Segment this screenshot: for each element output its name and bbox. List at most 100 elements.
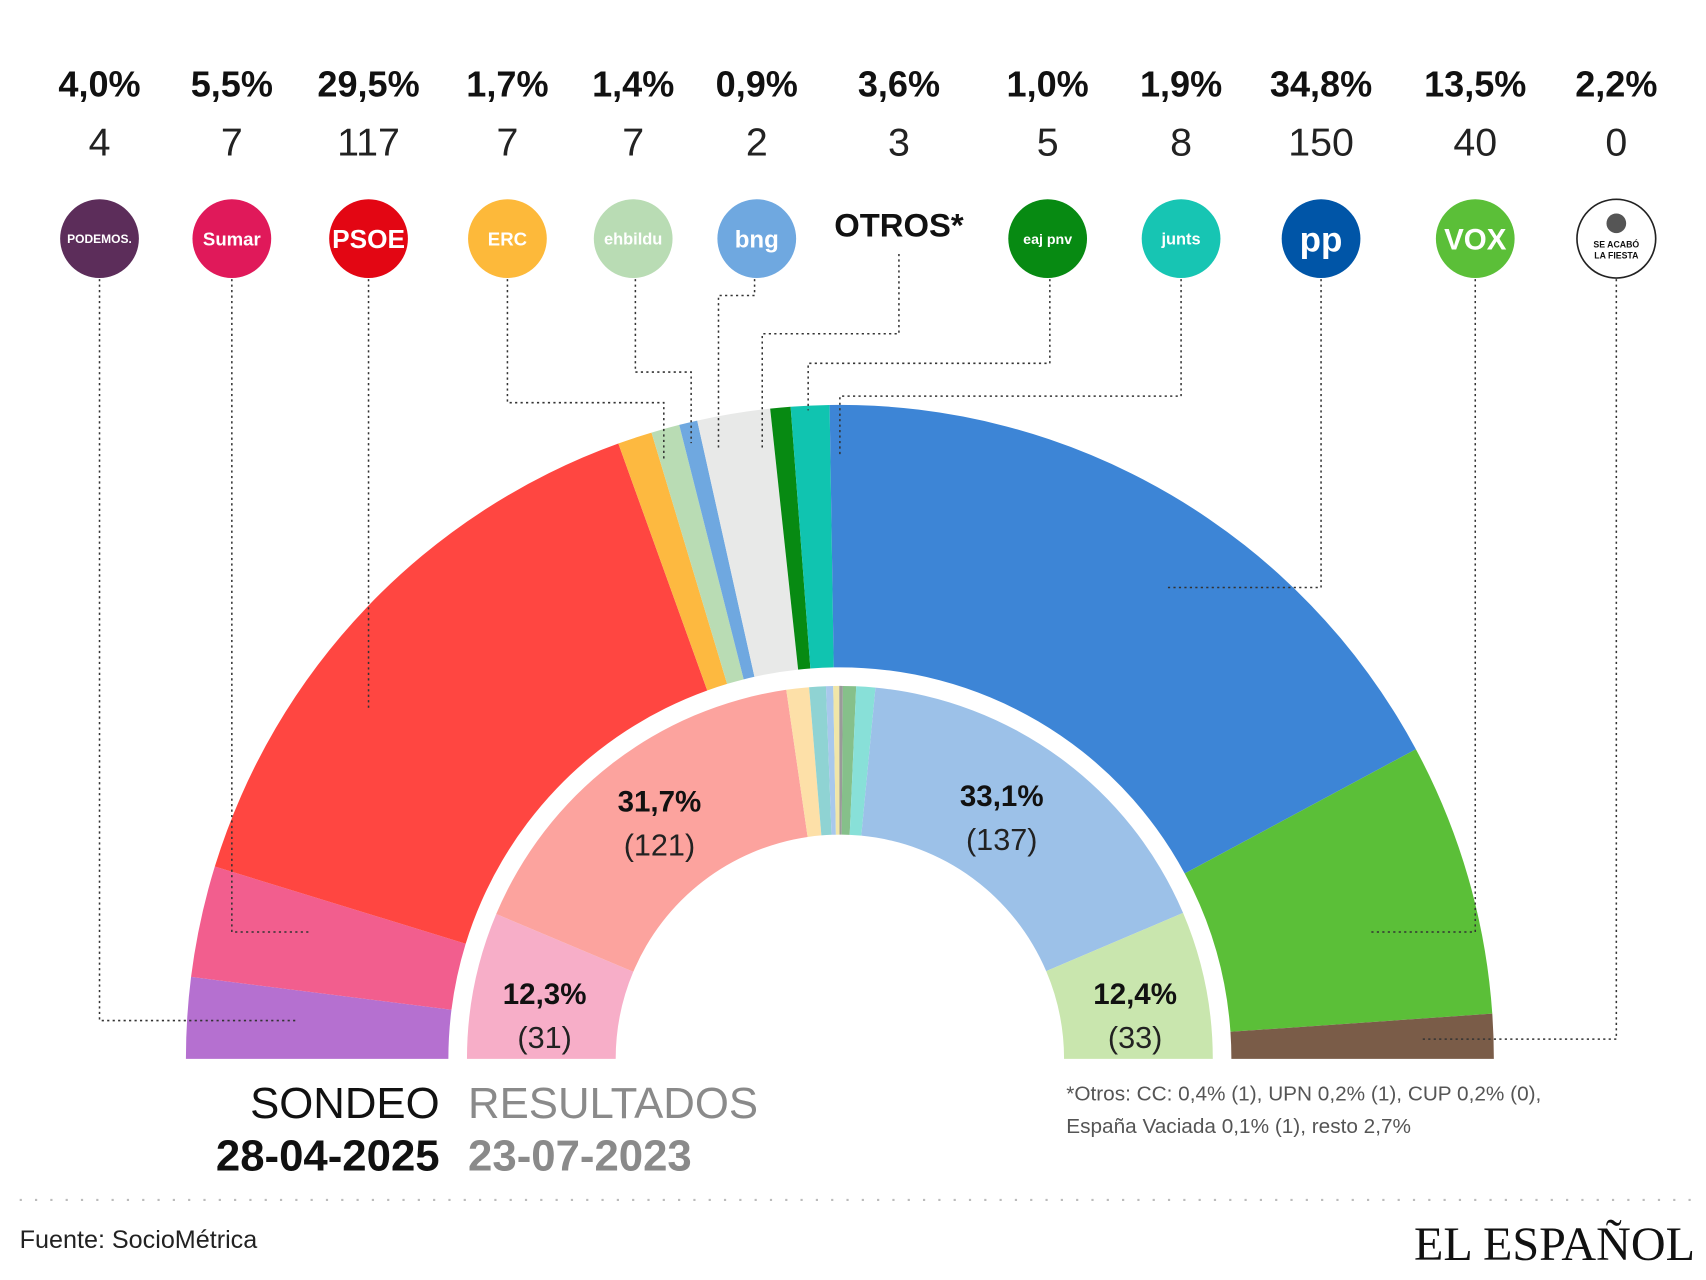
vox-pct: 13,5% (1424, 63, 1526, 104)
sumar-2023-seats: (31) (517, 1021, 571, 1055)
leader-line-salf (1421, 279, 1618, 1040)
sondeo-date: 28-04-2025 (216, 1131, 440, 1180)
resultados-title: RESULTADOS (468, 1079, 758, 1128)
psoe-logo-text: PSOE (332, 224, 405, 254)
erc-seats: 7 (496, 121, 518, 165)
resultados-segment-bng (825, 685, 836, 835)
leader-line-junts (839, 279, 1182, 458)
bildu-logo-circle (593, 199, 673, 279)
vox-logo-text: VOX (1444, 223, 1507, 256)
resultados-segment-erc (786, 687, 822, 837)
pnv-logo-text: eaj pnv (1023, 232, 1072, 248)
resultados-segment-cc (833, 685, 840, 835)
leader-line-vox (1370, 279, 1477, 933)
sondeo-segment-erc (618, 432, 728, 691)
sondeo-segment-vox (1184, 749, 1493, 1032)
leader-line-pnv (807, 279, 1051, 411)
pnv-seats: 5 (1037, 121, 1059, 165)
inner-ring-resultados (466, 685, 1213, 1059)
pnv-pct: 1,0% (1007, 63, 1089, 104)
pnv-logo: eaj pnv (1008, 199, 1088, 279)
outer-ring-sondeo (185, 404, 1494, 1059)
vox-logo: VOX (1435, 199, 1515, 279)
brand-wordmark: EL ESPAÑOL (1414, 1218, 1695, 1271)
pp-2023-seats: (137) (966, 823, 1037, 857)
podemos-logo-text: PODEMOS. (67, 232, 132, 246)
junts-logo-circle (1141, 199, 1221, 279)
resultados-segment-sumar (466, 914, 634, 1059)
podemos-pct: 4,0% (58, 63, 140, 104)
podemos-logo-circle (60, 199, 139, 279)
sumar-logo: Sumar (192, 199, 272, 279)
sondeo-segment-junts (790, 404, 834, 669)
pp-2023-pct: 33,1% (960, 780, 1044, 813)
pp-logo-text: pp (1300, 220, 1343, 259)
sondeo-segment-bng (679, 420, 755, 680)
sondeo-segment-pp (829, 404, 1416, 874)
leader-line-pp (1167, 279, 1322, 589)
sondeo-segment-salf (1230, 1013, 1494, 1059)
sondeo-segment-podemos (185, 976, 452, 1059)
pp-pct: 34,8% (1270, 63, 1372, 104)
party-column-erc: 1,7% 7 ERC (466, 63, 549, 279)
sondeo-segment-otros (697, 408, 799, 677)
pp-logo: pp (1281, 199, 1361, 279)
bng-seats: 2 (746, 121, 768, 165)
psoe-2023-pct: 31,7% (618, 786, 702, 819)
party-column-pp: 34,8% 150 pp (1270, 63, 1372, 279)
otros-logo: OTROS* (834, 206, 964, 243)
sumar-logo-circle (192, 199, 272, 279)
vox-2023-pct: 12,4% (1093, 978, 1177, 1011)
party-column-otros: 3,6% 3 OTROS* (834, 63, 964, 243)
resultados-segment-junts (849, 686, 876, 836)
party-column-junts: 1,9% 8 junts (1140, 63, 1222, 279)
bildu-seats: 7 (622, 121, 644, 165)
leader-line-bng (717, 279, 756, 451)
salf-logo-text-1: SE ACABÓ (1593, 238, 1639, 249)
psoe-pct: 29,5% (317, 63, 419, 104)
sumar-2023-pct: 12,3% (503, 978, 587, 1011)
bng-logo-text: bng (735, 226, 779, 253)
erc-logo: ERC (468, 199, 547, 279)
otros-seats: 3 (888, 121, 910, 165)
psoe-logo-circle (329, 199, 408, 279)
party-column-pnv: 1,0% 5 eaj pnv (1007, 63, 1089, 279)
party-column-sumar: 5,5% 7 Sumar (191, 63, 273, 279)
psoe-2023-seats: (121) (624, 828, 695, 862)
sondeo-title: SONDEO (250, 1079, 440, 1128)
salf-pct: 2,2% (1575, 63, 1657, 104)
el-espanol-logo: EL ESPAÑOL (1414, 1218, 1695, 1271)
pp-seats: 150 (1288, 121, 1354, 165)
resultados-segment-pnv (841, 685, 857, 835)
vox-logo-circle (1435, 199, 1515, 279)
resultados-segment-pp (861, 687, 1184, 972)
party-column-bng: 0,9% 2 bng (716, 63, 798, 279)
resultados-segment-vox (1046, 912, 1213, 1059)
party-column-vox: 13,5% 40 VOX (1424, 63, 1526, 279)
junts-logo-text: junts (1160, 231, 1200, 249)
leader-lines (98, 253, 1618, 1040)
bildu-logo-text: ehbildu (604, 231, 662, 249)
party-column-psoe: 29,5% 117 PSOE (317, 63, 420, 279)
otros-pct: 3,6% (858, 63, 940, 104)
sumar-seats: 7 (221, 121, 243, 165)
junts-pct: 1,9% (1140, 63, 1222, 104)
leader-line-podemos (98, 279, 296, 1022)
psoe-seats: 117 (337, 121, 400, 165)
vox-seats: 40 (1453, 121, 1497, 165)
vox-2023-seats: (33) (1108, 1021, 1162, 1055)
sondeo-segment-bildu (651, 424, 744, 684)
psoe-logo: PSOE (329, 199, 408, 279)
party-column-podemos: 4,0% 4 PODEMOS. (58, 63, 141, 279)
salf-mascot-icon (1606, 213, 1627, 234)
erc-logo-circle (468, 199, 547, 279)
resultados-segment-otros (839, 685, 843, 835)
podemos-seats: 4 (89, 121, 111, 165)
salf-logo-circle (1576, 198, 1657, 279)
resultados-date: 23-07-2023 (468, 1131, 692, 1180)
footnote-line-1: *Otros: CC: 0,4% (1), UPN 0,2% (1), CUP … (1066, 1082, 1541, 1105)
salf-seats: 0 (1605, 121, 1627, 165)
bildu-pct: 1,4% (592, 63, 674, 104)
